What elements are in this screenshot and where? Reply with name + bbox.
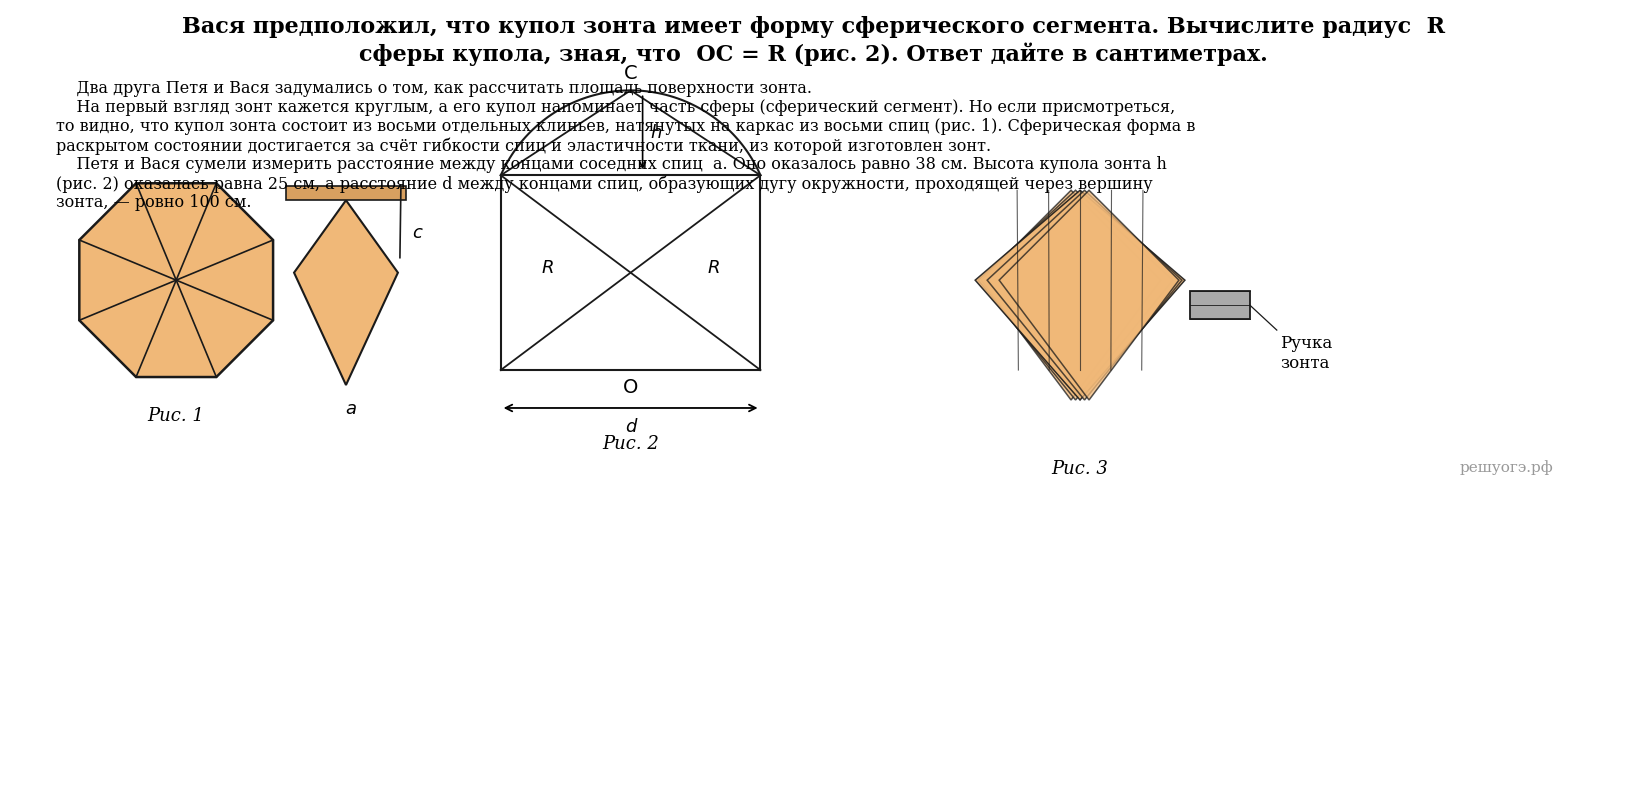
Text: На первый взгляд зонт кажется круглым, а его купол напоминает часть сферы (сфери: На первый взгляд зонт кажется круглым, а…: [57, 100, 1176, 116]
Text: Петя и Вася сумели измерить расстояние между концами соседних спиц  a. Оно оказа: Петя и Вася сумели измерить расстояние м…: [57, 156, 1167, 173]
Text: O: O: [623, 378, 638, 397]
Polygon shape: [978, 190, 1173, 400]
Text: a: a: [345, 400, 356, 418]
FancyBboxPatch shape: [286, 186, 405, 200]
Polygon shape: [999, 190, 1180, 400]
Text: Рис. 2: Рис. 2: [602, 435, 659, 453]
Polygon shape: [981, 190, 1162, 400]
Text: d: d: [625, 418, 636, 436]
Text: то видно, что купол зонта состоит из восьми отдельных клиньев, натянутых на карк: то видно, что купол зонта состоит из вос…: [57, 118, 1196, 135]
Text: раскрытом состоянии достигается за счёт гибкости спиц и эластичности ткани, из к: раскрытом состоянии достигается за счёт …: [57, 137, 991, 155]
Text: Рис. 1: Рис. 1: [148, 407, 205, 425]
Text: C: C: [623, 65, 638, 84]
Text: h: h: [651, 124, 662, 142]
Polygon shape: [975, 190, 1184, 400]
Text: Рис. 3: Рис. 3: [1051, 460, 1108, 478]
Polygon shape: [80, 183, 273, 377]
Text: R: R: [542, 258, 553, 276]
Text: Ручка
зонта: Ручка зонта: [1280, 335, 1333, 371]
Text: c: c: [412, 224, 421, 242]
Polygon shape: [988, 190, 1181, 400]
Polygon shape: [294, 200, 399, 385]
Text: R: R: [708, 258, 719, 276]
Text: решуогэ.рф: решуогэ.рф: [1459, 460, 1554, 475]
Text: (рис. 2) оказалась равна 25 см, а расстояние d между концами спиц, образующих ду: (рис. 2) оказалась равна 25 см, а рассто…: [57, 175, 1154, 193]
FancyBboxPatch shape: [1189, 292, 1250, 319]
Text: Вася предположил, что купол зонта имеет форму сферического сегмента. Вычислите р: Вася предположил, что купол зонта имеет …: [182, 16, 1445, 37]
Text: зонта, — ровно 100 см.: зонта, — ровно 100 см.: [57, 194, 252, 211]
Text: сферы купола, зная, что  OC = R (рис. 2). Ответ дайте в сантиметрах.: сферы купола, зная, что OC = R (рис. 2).…: [360, 43, 1267, 66]
Text: Два друга Петя и Вася задумались о том, как рассчитать площадь поверхности зонта: Два друга Петя и Вася задумались о том, …: [57, 81, 812, 97]
